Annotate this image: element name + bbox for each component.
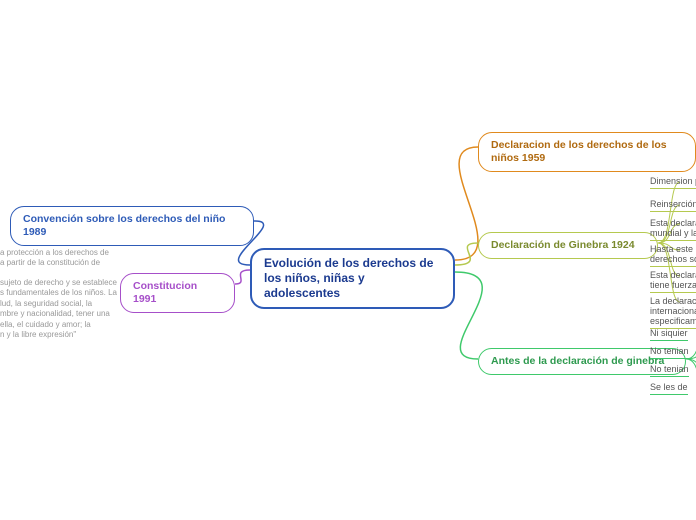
leaf-text: No tenian: [650, 364, 689, 377]
center-node[interactable]: Evolución de los derechos de los niños, …: [250, 248, 455, 309]
leaf-text: mundial y la desp: [650, 228, 696, 241]
note-text: sujeto de derecho y se establece s funda…: [0, 278, 117, 340]
leaf-text: Dimension protecc: [650, 176, 696, 189]
leaf-text: derechos sociales: [650, 254, 696, 267]
note-text: a protección a los derechos de a partir …: [0, 248, 109, 269]
branch-ginebra1924[interactable]: Declaración de Ginebra 1924: [478, 232, 658, 259]
leaf-text: Ni siquier: [650, 328, 688, 341]
branch-conv1989[interactable]: Convención sobre los derechos del niño 1…: [10, 206, 254, 246]
leaf-text: No tenian: [650, 346, 689, 359]
leaf-text: Reinserción del ni: [650, 199, 696, 212]
leaf-text: tiene fuerza vincu: [650, 280, 696, 293]
branch-const1991[interactable]: Constitucion 1991: [120, 273, 235, 313]
branch-decl1959[interactable]: Declaracion de los derechos de los niños…: [478, 132, 696, 172]
leaf-text: Se les de: [650, 382, 688, 395]
